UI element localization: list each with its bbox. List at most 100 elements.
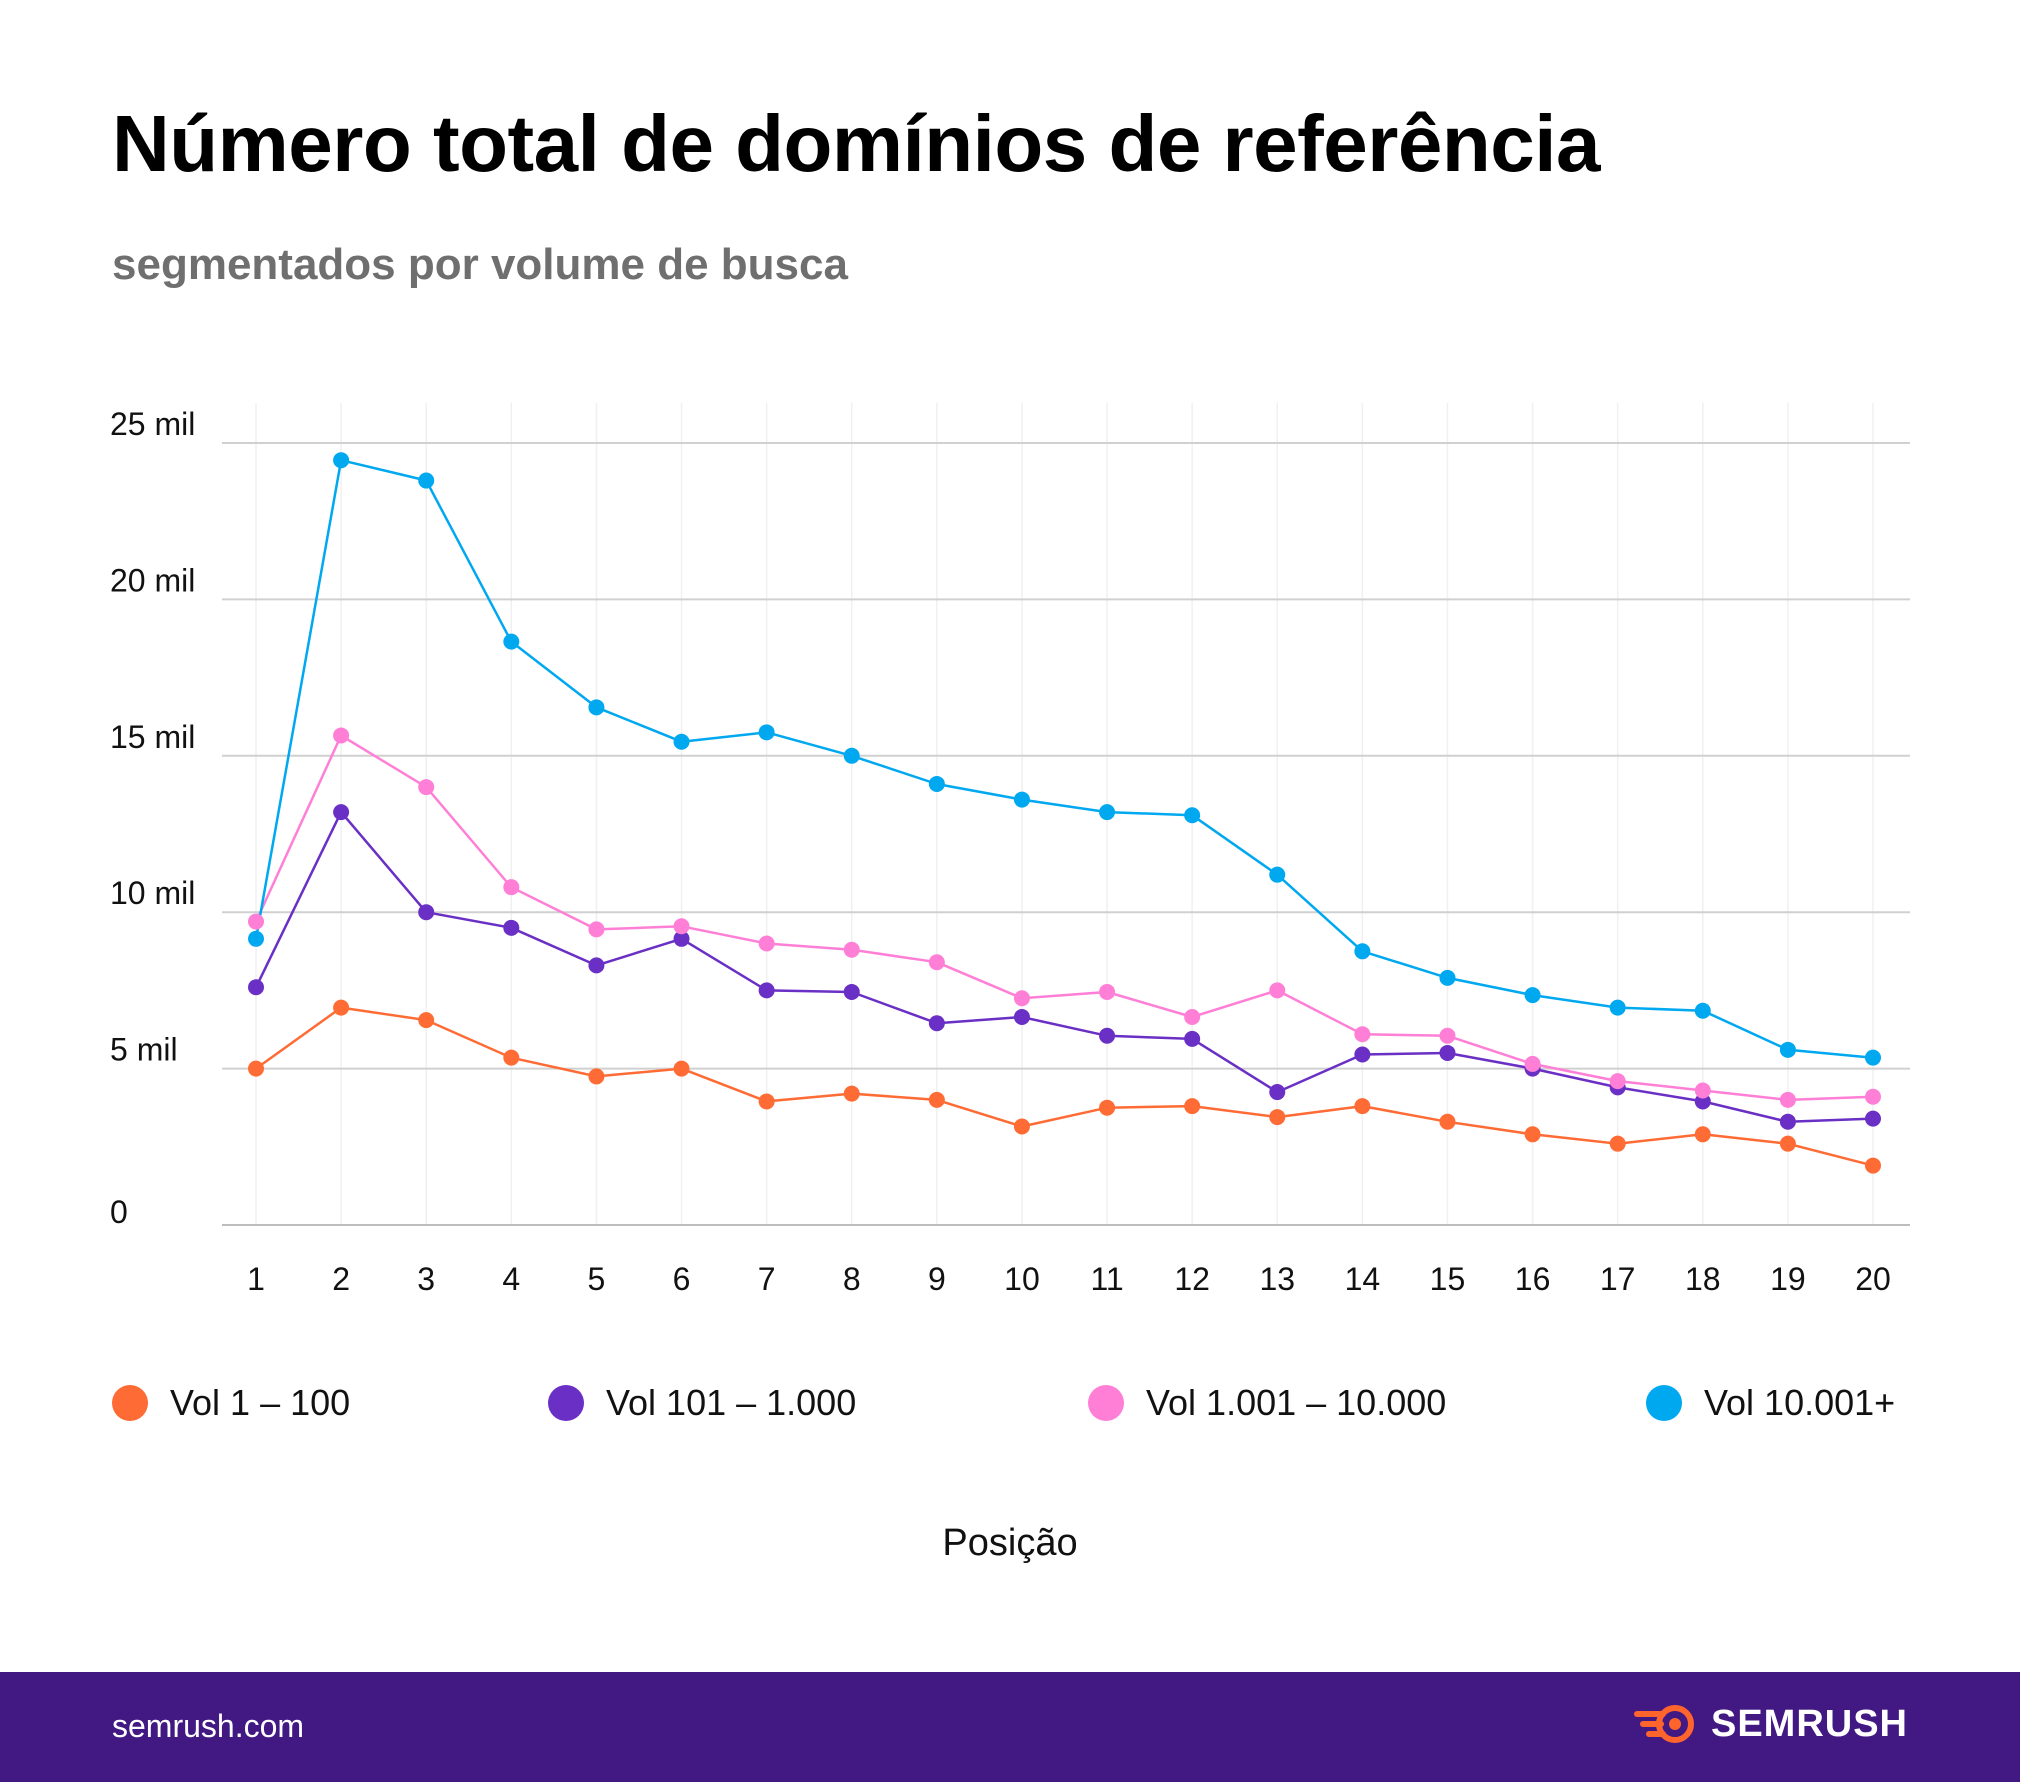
legend-dot-icon [112, 1385, 148, 1421]
y-axis-ticks: 0 5 mil 10 mil 15 mil 20 mil 25 mil [110, 406, 195, 1230]
legend-label: Vol 101 – 1.000 [606, 1382, 857, 1423]
data-point [1524, 987, 1541, 1004]
x-tick-label: 9 [928, 1261, 946, 1297]
data-point [1694, 1082, 1711, 1099]
data-point [1439, 1027, 1456, 1044]
x-tick-label: 19 [1770, 1261, 1806, 1297]
x-tick-label: 12 [1174, 1261, 1210, 1297]
data-point [843, 941, 860, 958]
data-point [1779, 1041, 1796, 1058]
data-point [758, 982, 775, 999]
chart-title: Número total de domínios de referência [112, 99, 1601, 188]
data-point [1184, 1008, 1201, 1025]
data-point [928, 1091, 945, 1108]
data-point [673, 1060, 690, 1077]
data-point [1013, 1008, 1030, 1025]
y-tick-label: 0 [110, 1194, 128, 1230]
data-point [843, 747, 860, 764]
data-point [673, 918, 690, 935]
data-point [333, 727, 350, 744]
y-tick-label: 25 mil [110, 406, 195, 442]
data-point [758, 1093, 775, 1110]
x-tick-label: 6 [673, 1261, 691, 1297]
x-tick-label: 7 [758, 1261, 776, 1297]
data-point [1013, 990, 1030, 1007]
series-line-3 [254, 458, 1874, 1059]
data-point [588, 957, 605, 974]
data-point [1269, 1084, 1286, 1101]
legend: Vol 1 – 100 Vol 101 – 1.000 Vol 1.001 – … [0, 1382, 2020, 1438]
series-points [248, 452, 1881, 1174]
data-point [1694, 1002, 1711, 1019]
data-point [1184, 1030, 1201, 1047]
y-tick-label: 20 mil [110, 562, 195, 598]
data-point [843, 983, 860, 1000]
data-point [588, 921, 605, 938]
footer-site-link[interactable]: semrush.com [112, 1708, 305, 1744]
series-line-2 [254, 734, 1874, 1102]
data-point [1269, 1109, 1286, 1126]
footer-bar: semrush.com SEMRUSH [0, 1672, 2020, 1782]
data-point [758, 724, 775, 741]
data-point [1269, 982, 1286, 999]
x-tick-label: 4 [502, 1261, 520, 1297]
data-point [1439, 1044, 1456, 1061]
y-tick-label: 15 mil [110, 719, 195, 755]
data-point [248, 979, 264, 996]
legend-label: Vol 10.001+ [1704, 1382, 1896, 1423]
series-line-0 [255, 1006, 1874, 1167]
data-point [1524, 1055, 1541, 1072]
data-point [1609, 1135, 1626, 1152]
series-lines [254, 458, 1874, 1167]
data-point [1694, 1093, 1711, 1110]
legend-item-vol-1001-10000: Vol 1.001 – 10.000 [1088, 1382, 1446, 1424]
data-point [1354, 1098, 1371, 1115]
grid-layer [222, 403, 1910, 1226]
x-tick-label: 13 [1259, 1261, 1295, 1297]
data-point [1099, 804, 1116, 821]
x-tick-label: 3 [417, 1261, 435, 1297]
data-point [418, 472, 435, 489]
data-point [928, 954, 945, 971]
data-point [418, 904, 435, 921]
x-tick-label: 11 [1090, 1261, 1123, 1297]
data-point [1269, 866, 1286, 883]
chart-subtitle: segmentados por volume de busca [112, 240, 848, 289]
data-point [673, 733, 690, 750]
data-point [673, 930, 690, 947]
data-point [503, 879, 520, 896]
data-point [928, 1015, 945, 1032]
legend-label: Vol 1 – 100 [170, 1382, 351, 1423]
x-tick-label: 16 [1515, 1261, 1551, 1297]
x-tick-label: 2 [332, 1261, 350, 1297]
series-line-1 [254, 810, 1874, 1124]
data-point [843, 1085, 860, 1102]
data-point [1865, 1110, 1881, 1127]
data-point [588, 1068, 605, 1085]
data-point [1865, 1088, 1881, 1105]
data-point [1099, 1027, 1116, 1044]
x-tick-label: 17 [1600, 1261, 1636, 1297]
data-point [503, 1049, 520, 1066]
data-point [1865, 1157, 1881, 1174]
data-point [928, 775, 945, 792]
data-point [1354, 943, 1371, 960]
data-point [503, 919, 520, 936]
data-point [1779, 1091, 1796, 1108]
data-point [418, 779, 435, 796]
data-point [1184, 807, 1201, 824]
data-point [418, 1012, 435, 1029]
y-tick-label: 10 mil [110, 875, 195, 911]
data-point [758, 935, 775, 952]
x-tick-label: 5 [588, 1261, 606, 1297]
data-point [333, 804, 350, 821]
data-point [1013, 1118, 1030, 1135]
data-point [1609, 1073, 1626, 1090]
legend-item-vol-10001-plus: Vol 10.001+ [1646, 1382, 1895, 1424]
brand-logo: SEMRUSH [1633, 1702, 1908, 1746]
x-tick-label: 8 [843, 1261, 861, 1297]
x-tick-label: 18 [1685, 1261, 1721, 1297]
data-point [1779, 1135, 1796, 1152]
legend-item-vol-1-100: Vol 1 – 100 [112, 1382, 350, 1424]
data-point [333, 452, 350, 469]
